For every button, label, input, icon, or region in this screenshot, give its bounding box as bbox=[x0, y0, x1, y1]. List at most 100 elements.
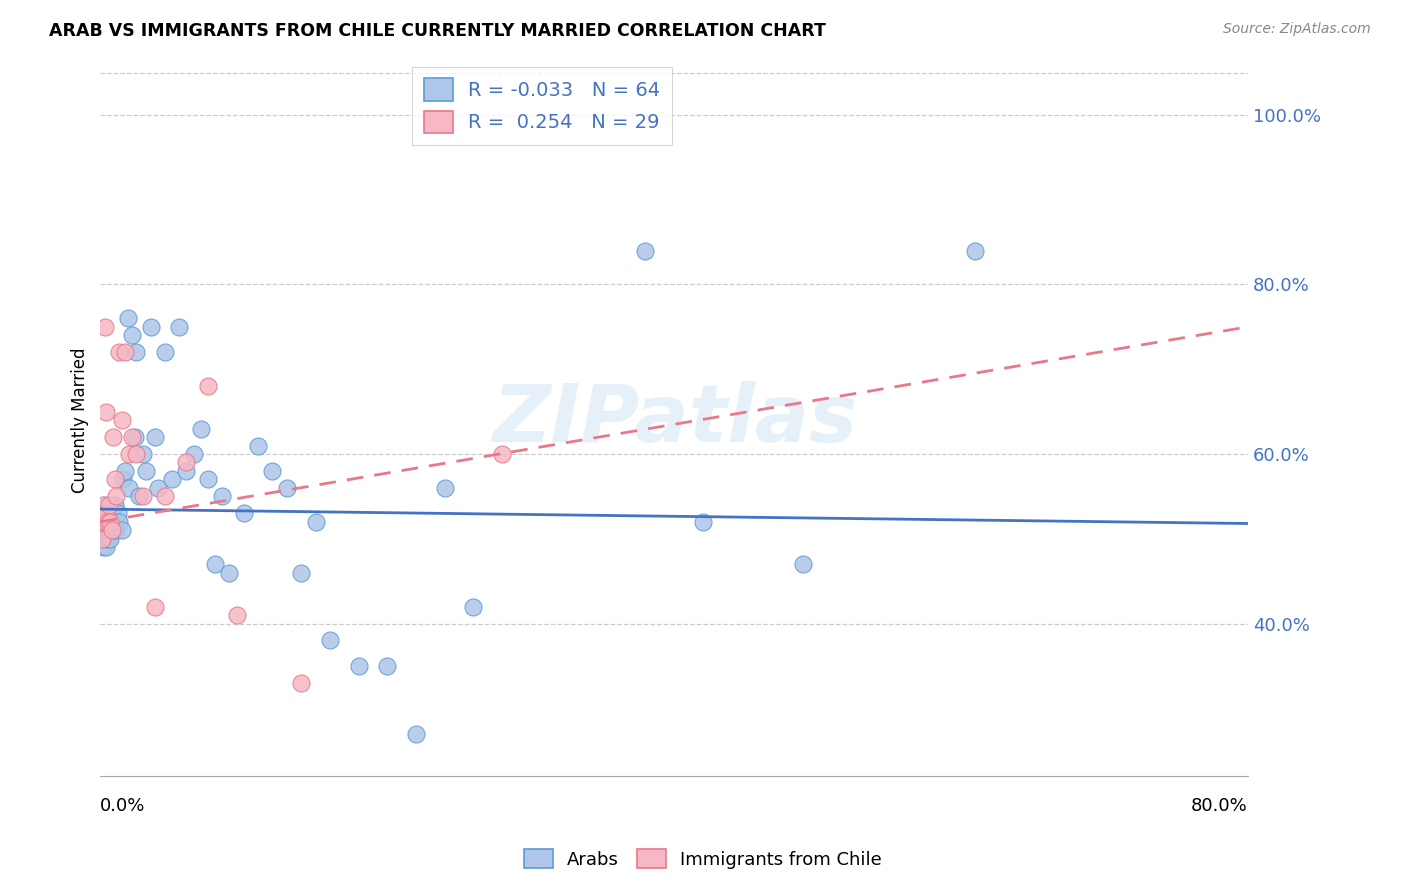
Point bbox=[153, 489, 176, 503]
Point bbox=[90, 532, 112, 546]
Point bbox=[218, 566, 240, 580]
Point bbox=[93, 319, 115, 334]
Point bbox=[94, 506, 117, 520]
Point bbox=[211, 489, 233, 503]
Point bbox=[93, 498, 115, 512]
Point bbox=[118, 447, 141, 461]
Text: ARAB VS IMMIGRANTS FROM CHILE CURRENTLY MARRIED CORRELATION CHART: ARAB VS IMMIGRANTS FROM CHILE CURRENTLY … bbox=[49, 22, 827, 40]
Text: 80.0%: 80.0% bbox=[1191, 797, 1249, 815]
Point bbox=[290, 676, 312, 690]
Point bbox=[183, 447, 205, 461]
Point bbox=[463, 599, 485, 614]
Point bbox=[91, 498, 114, 512]
Text: ZIPatlas: ZIPatlas bbox=[492, 381, 856, 459]
Point bbox=[90, 515, 112, 529]
Point bbox=[108, 345, 131, 359]
Point bbox=[160, 472, 183, 486]
Point bbox=[634, 244, 657, 258]
Point bbox=[153, 345, 176, 359]
Point bbox=[135, 464, 157, 478]
Text: Source: ZipAtlas.com: Source: ZipAtlas.com bbox=[1223, 22, 1371, 37]
Legend: Arabs, Immigrants from Chile: Arabs, Immigrants from Chile bbox=[516, 841, 890, 876]
Point bbox=[167, 319, 190, 334]
Point bbox=[132, 447, 155, 461]
Point bbox=[105, 489, 128, 503]
Point bbox=[139, 319, 162, 334]
Point bbox=[91, 523, 114, 537]
Point bbox=[94, 541, 117, 555]
Point bbox=[104, 472, 127, 486]
Point bbox=[117, 311, 139, 326]
Point bbox=[111, 523, 134, 537]
Point bbox=[118, 481, 141, 495]
Point bbox=[96, 532, 118, 546]
Point bbox=[197, 379, 219, 393]
Point bbox=[103, 523, 125, 537]
Point bbox=[90, 515, 112, 529]
Point bbox=[96, 515, 118, 529]
Point bbox=[90, 532, 112, 546]
Point bbox=[94, 404, 117, 418]
Point bbox=[93, 515, 115, 529]
Point bbox=[319, 633, 342, 648]
Point bbox=[121, 328, 143, 343]
Point bbox=[197, 472, 219, 486]
Point bbox=[111, 413, 134, 427]
Point bbox=[94, 523, 117, 537]
Point bbox=[91, 541, 114, 555]
Point bbox=[97, 506, 120, 520]
Point bbox=[114, 345, 136, 359]
Point bbox=[91, 506, 114, 520]
Point bbox=[792, 558, 814, 572]
Point bbox=[125, 345, 148, 359]
Point bbox=[101, 523, 124, 537]
Point bbox=[692, 515, 714, 529]
Point bbox=[143, 599, 166, 614]
Point bbox=[101, 506, 124, 520]
Point bbox=[94, 506, 117, 520]
Point bbox=[491, 447, 513, 461]
Point bbox=[112, 472, 135, 486]
Point bbox=[107, 506, 129, 520]
Point bbox=[965, 244, 987, 258]
Point bbox=[100, 515, 122, 529]
Point bbox=[114, 464, 136, 478]
Point bbox=[347, 659, 370, 673]
Point bbox=[96, 515, 118, 529]
Legend: R = -0.033   N = 64, R =  0.254   N = 29: R = -0.033 N = 64, R = 0.254 N = 29 bbox=[412, 67, 672, 145]
Point bbox=[225, 608, 247, 623]
Point bbox=[105, 523, 128, 537]
Point bbox=[91, 515, 114, 529]
Point bbox=[103, 430, 125, 444]
Point bbox=[100, 532, 122, 546]
Point bbox=[433, 481, 456, 495]
Point bbox=[128, 489, 150, 503]
Point bbox=[276, 481, 298, 495]
Point bbox=[93, 515, 115, 529]
Point bbox=[97, 523, 120, 537]
Point bbox=[97, 498, 120, 512]
Point bbox=[125, 447, 148, 461]
Point bbox=[93, 532, 115, 546]
Y-axis label: Currently Married: Currently Married bbox=[72, 347, 89, 493]
Point bbox=[121, 430, 143, 444]
Point bbox=[124, 430, 146, 444]
Text: 0.0%: 0.0% bbox=[100, 797, 146, 815]
Point bbox=[104, 515, 127, 529]
Point bbox=[204, 558, 226, 572]
Point bbox=[232, 506, 254, 520]
Point bbox=[146, 481, 169, 495]
Point bbox=[290, 566, 312, 580]
Point bbox=[176, 455, 198, 469]
Point bbox=[247, 438, 270, 452]
Point bbox=[304, 515, 326, 529]
Point bbox=[108, 515, 131, 529]
Point bbox=[190, 421, 212, 435]
Point bbox=[104, 498, 127, 512]
Point bbox=[100, 515, 122, 529]
Point bbox=[176, 464, 198, 478]
Point bbox=[143, 430, 166, 444]
Point bbox=[405, 727, 427, 741]
Point bbox=[132, 489, 155, 503]
Point bbox=[262, 464, 284, 478]
